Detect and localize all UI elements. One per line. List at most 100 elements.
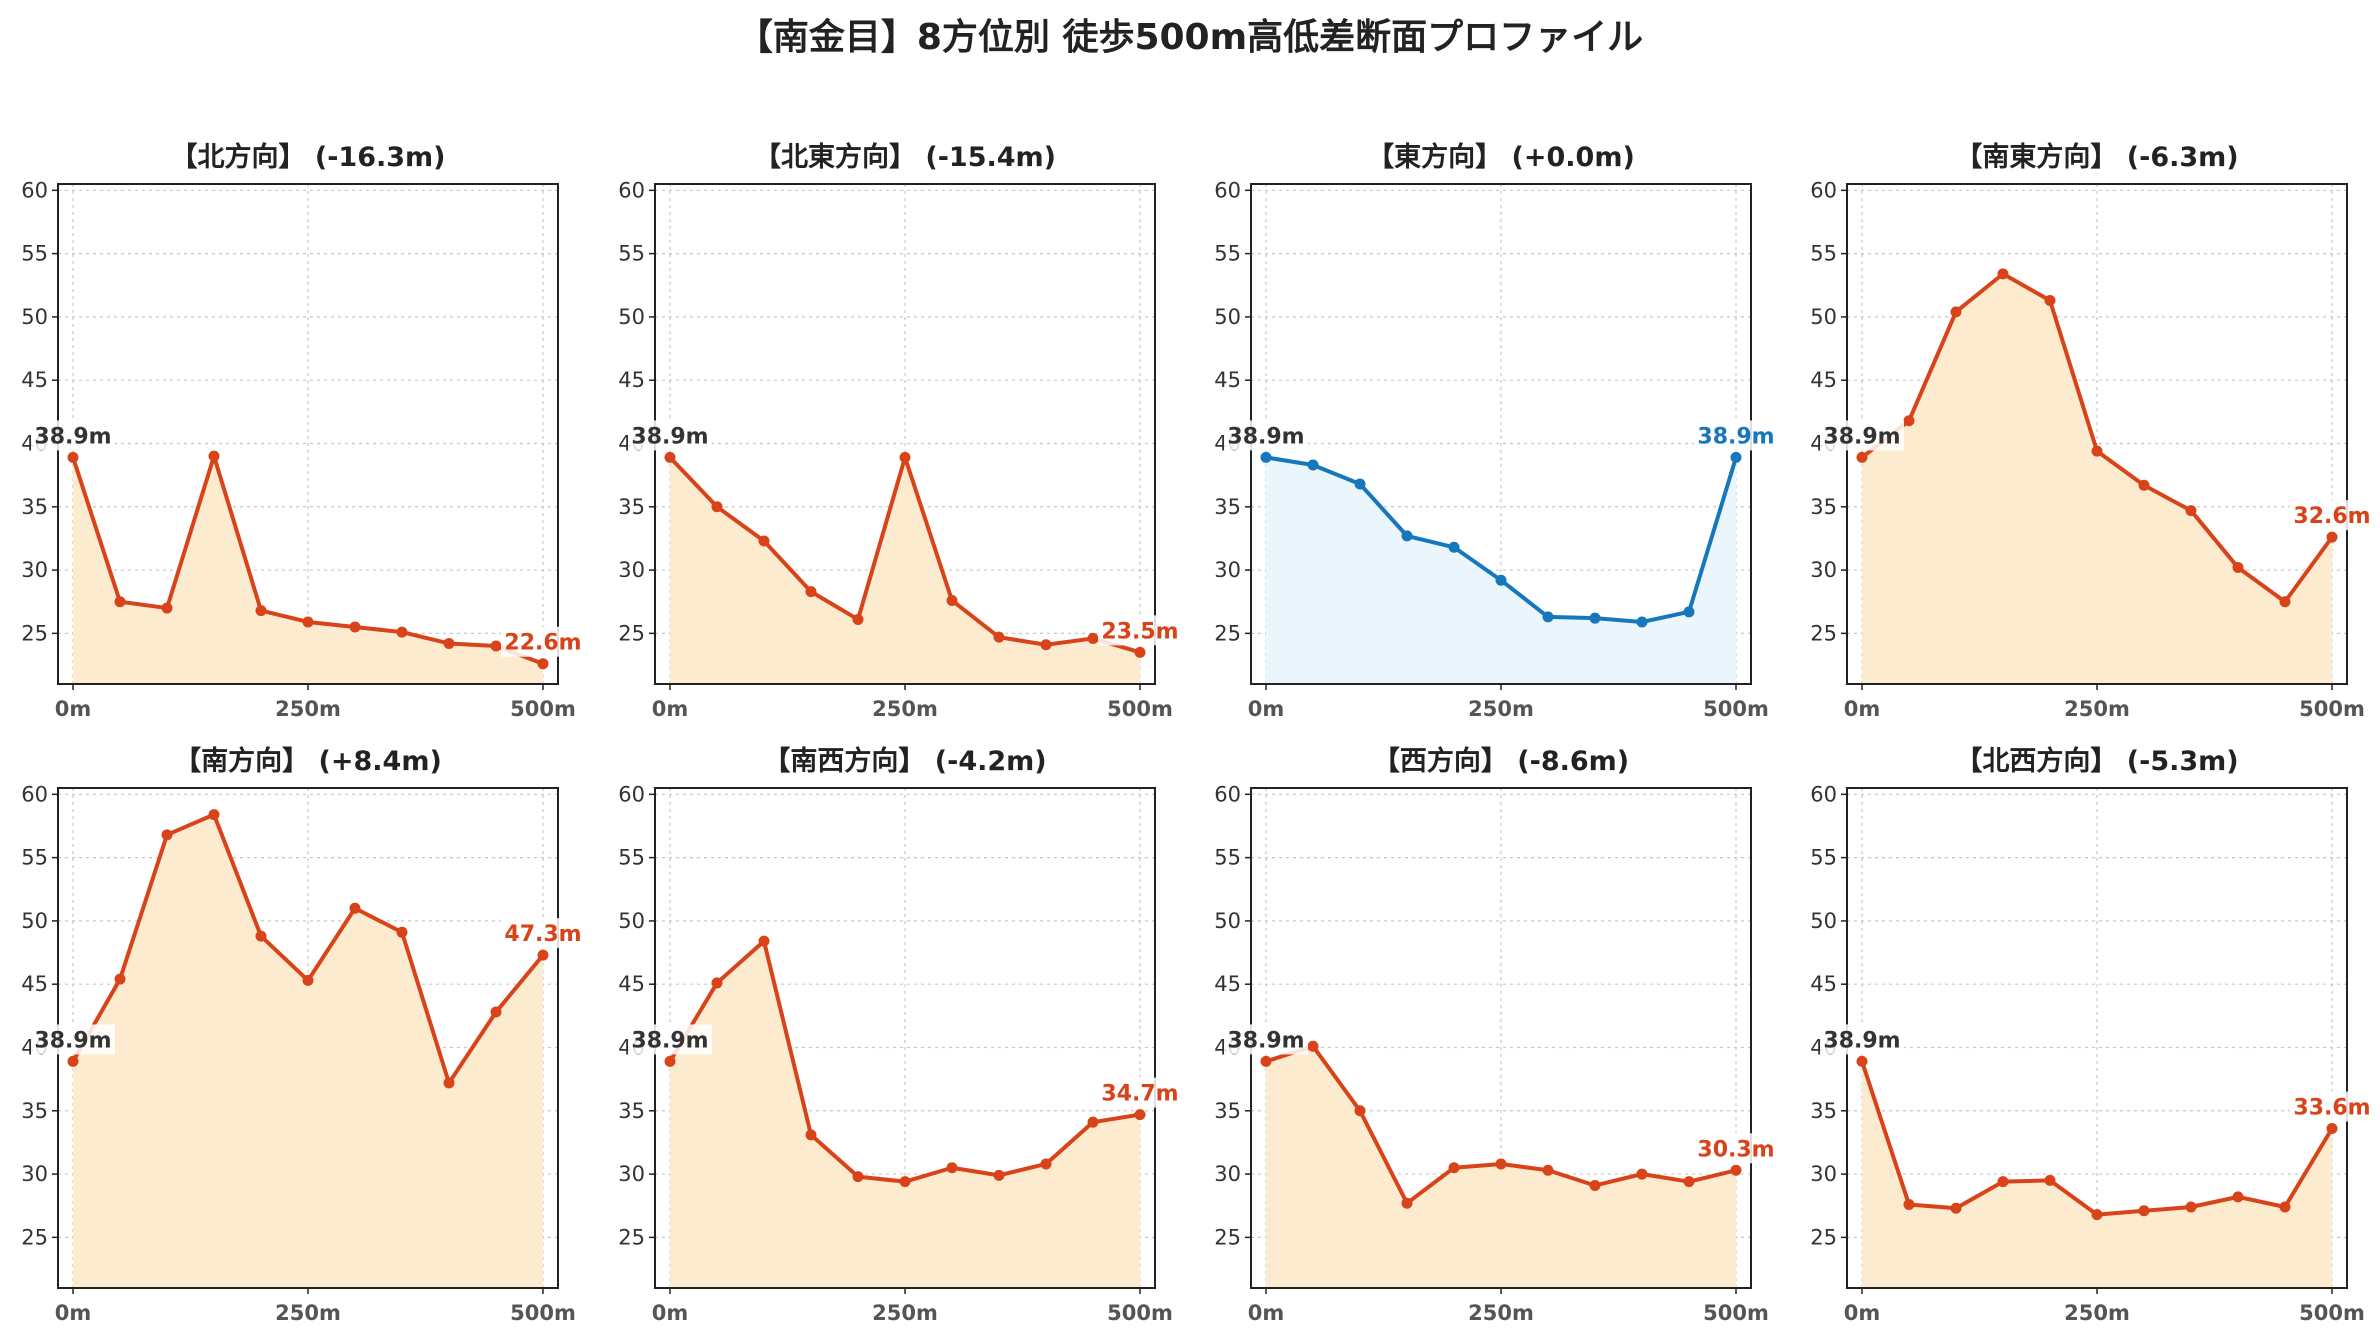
y-tick-label: 50 — [618, 909, 645, 933]
data-point — [711, 977, 723, 989]
data-point — [2044, 294, 2056, 306]
label-box — [1820, 420, 1904, 451]
y-tick-label: 25 — [1810, 621, 1837, 645]
label-box — [2290, 1091, 2374, 1122]
panel-title: 【南東方向】 (-6.3m) — [1955, 141, 2238, 173]
y-tick-label: 50 — [21, 305, 48, 329]
label-box — [628, 420, 712, 451]
label-box — [31, 420, 115, 451]
elevation-area — [670, 941, 1140, 1288]
label-box — [501, 626, 585, 657]
data-point — [1683, 1176, 1695, 1188]
data-point — [396, 626, 408, 638]
data-point — [1856, 451, 1868, 463]
x-tick-label: 500m — [510, 1301, 576, 1325]
y-tick-label: 45 — [1214, 368, 1241, 392]
data-point — [1354, 1105, 1366, 1117]
end-elevation-label: 47.3m — [504, 922, 581, 947]
y-tick-label: 35 — [618, 1099, 645, 1123]
x-tick-label: 500m — [1107, 1301, 1173, 1325]
data-point — [1856, 1055, 1868, 1067]
panel-title: 【北東方向】 (-15.4m) — [754, 141, 1056, 173]
data-point — [114, 596, 126, 608]
figure-title: 【南金目】8方位別 徒歩500m高低差断面プロファイル — [736, 17, 1644, 58]
y-tick-label: 55 — [21, 846, 48, 870]
y-tick-label: 45 — [1810, 972, 1837, 996]
y-tick-label: 45 — [1214, 972, 1241, 996]
label-box — [1694, 1133, 1778, 1164]
start-elevation-label: 38.9m — [34, 1028, 111, 1053]
data-point — [1542, 1164, 1554, 1176]
y-tick-label: 50 — [21, 909, 48, 933]
y-tick-label: 25 — [618, 621, 645, 645]
data-point — [2279, 596, 2291, 608]
x-tick-label: 0m — [55, 1301, 92, 1325]
data-point — [993, 631, 1005, 643]
start-elevation-label: 38.9m — [1227, 424, 1304, 449]
data-point — [1903, 415, 1915, 427]
x-tick-label: 250m — [872, 697, 938, 721]
panel-title: 【北方向】 (-16.3m) — [170, 141, 445, 173]
data-point — [114, 973, 126, 985]
panel-title: 【南西方向】 (-4.2m) — [763, 745, 1046, 777]
x-tick-label: 250m — [275, 697, 341, 721]
data-point — [1087, 1116, 1099, 1128]
y-tick-label: 30 — [21, 1162, 48, 1186]
data-point — [993, 1169, 1005, 1181]
y-tick-label: 25 — [1810, 1225, 1837, 1249]
label-box — [1224, 420, 1308, 451]
data-point — [1260, 451, 1272, 463]
data-point — [1260, 1055, 1272, 1067]
y-tick-label: 60 — [618, 178, 645, 202]
y-tick-label: 55 — [1214, 846, 1241, 870]
direction-panel: 【南西方向】 (-4.2m)25303540455055600m250m500m… — [618, 745, 1182, 1325]
y-tick-label: 45 — [21, 368, 48, 392]
y-tick-label: 45 — [618, 972, 645, 996]
y-tick-label: 35 — [1810, 495, 1837, 519]
data-point — [1448, 1162, 1460, 1174]
y-tick-label: 25 — [1214, 1225, 1241, 1249]
data-point — [1401, 1197, 1413, 1209]
y-tick-label: 45 — [618, 368, 645, 392]
data-point — [67, 1055, 79, 1067]
x-tick-label: 250m — [2064, 697, 2130, 721]
data-point — [946, 594, 958, 606]
y-tick-label: 60 — [21, 178, 48, 202]
y-tick-label: 55 — [618, 242, 645, 266]
y-tick-label: 35 — [618, 495, 645, 519]
y-tick-label: 30 — [1214, 558, 1241, 582]
direction-panel: 【北方向】 (-16.3m)25303540455055600m250m500m… — [21, 141, 585, 721]
y-tick-label: 30 — [1810, 1162, 1837, 1186]
label-box — [2290, 500, 2374, 531]
start-elevation-label: 38.9m — [1823, 1028, 1900, 1053]
label-box — [1224, 1024, 1308, 1055]
label-box — [1694, 420, 1778, 451]
x-tick-label: 0m — [652, 1301, 689, 1325]
y-tick-label: 60 — [1810, 178, 1837, 202]
data-point — [255, 930, 267, 942]
y-tick-label: 60 — [1214, 782, 1241, 806]
y-tick-label: 30 — [1214, 1162, 1241, 1186]
direction-panel: 【東方向】 (+0.0m)25303540455055600m250m500m3… — [1214, 141, 1778, 721]
elevation-area — [670, 457, 1140, 684]
y-tick-label: 30 — [618, 1162, 645, 1186]
y-tick-label: 35 — [1214, 1099, 1241, 1123]
start-elevation-label: 38.9m — [34, 424, 111, 449]
data-point — [758, 935, 770, 947]
y-tick-label: 60 — [1810, 782, 1837, 806]
elevation-area — [1862, 1061, 2332, 1288]
x-tick-label: 500m — [1107, 697, 1173, 721]
y-tick-label: 50 — [1214, 909, 1241, 933]
start-elevation-label: 38.9m — [631, 424, 708, 449]
panel-title: 【南方向】 (+8.4m) — [174, 745, 442, 777]
y-tick-label: 60 — [618, 782, 645, 806]
direction-panel: 【北西方向】 (-5.3m)25303540455055600m250m500m… — [1810, 745, 2374, 1325]
data-point — [852, 613, 864, 625]
y-tick-label: 30 — [1810, 558, 1837, 582]
data-point — [2091, 445, 2103, 457]
data-point — [208, 450, 220, 462]
data-point — [664, 1055, 676, 1067]
y-tick-label: 35 — [1214, 495, 1241, 519]
data-point — [664, 451, 676, 463]
data-point — [537, 949, 549, 961]
